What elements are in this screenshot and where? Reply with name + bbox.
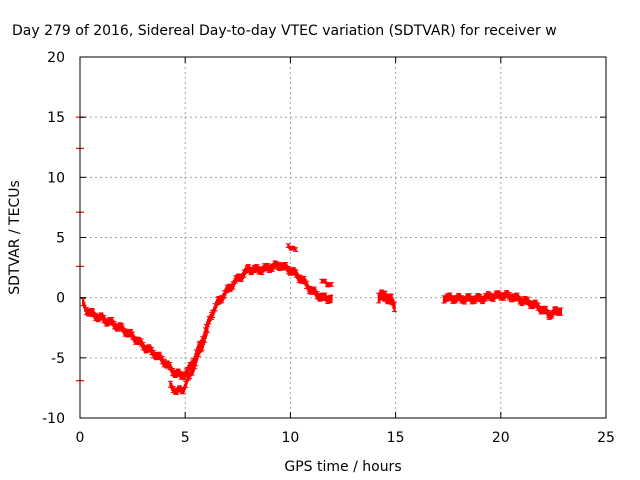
y-axis-label: SDTVAR / TECUs — [7, 180, 23, 295]
y-tick-label: -5 — [51, 351, 65, 367]
y-tick-label: 15 — [47, 110, 65, 126]
x-tick-label: 15 — [387, 430, 405, 446]
x-tick-label: 10 — [281, 430, 299, 446]
y-tick-label: 20 — [47, 50, 65, 66]
x-tick-label: 0 — [76, 430, 85, 446]
axis-ticks: 0 5 10 15 20 25 -10 -5 0 5 10 15 20 — [42, 50, 615, 446]
x-axis-label: GPS time / hours — [284, 459, 401, 475]
x-tick-label: 25 — [597, 430, 615, 446]
grid — [80, 57, 606, 418]
y-tick-label: 5 — [56, 231, 65, 247]
chart-title: Day 279 of 2016, Sidereal Day-to-day VTE… — [12, 23, 557, 39]
y-tick-label: 0 — [56, 291, 65, 307]
y-tick-label: 10 — [47, 170, 65, 186]
x-tick-label: 20 — [492, 430, 510, 446]
data-points — [76, 116, 564, 395]
y-tick-label: -10 — [42, 411, 65, 427]
x-tick-label: 5 — [181, 430, 190, 446]
plot-frame — [79, 56, 607, 419]
